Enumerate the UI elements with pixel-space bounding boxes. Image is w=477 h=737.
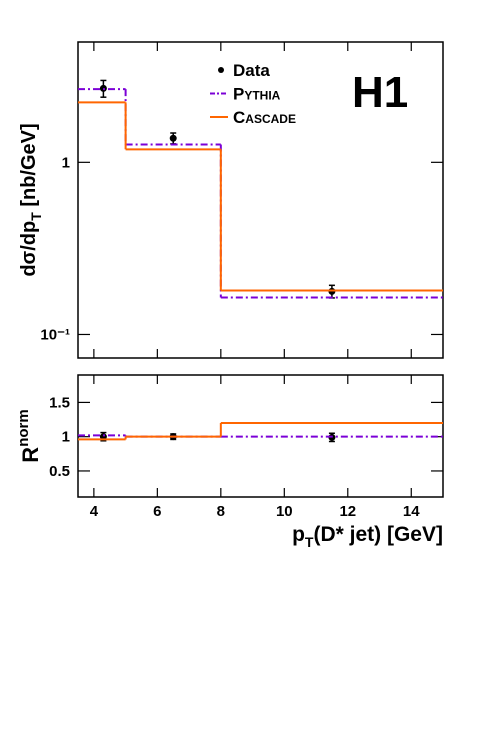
legend-label: Pythia bbox=[233, 85, 281, 104]
y-tick-label: 1 bbox=[62, 429, 70, 446]
y-axis-label: Rnorm bbox=[15, 409, 43, 462]
x-axis-label-part: (D* jet) [GeV] bbox=[313, 523, 443, 546]
y-axis-label-part: T bbox=[28, 212, 44, 221]
y-axis-label-part: R bbox=[18, 447, 43, 463]
y-tick-label: 10⁻¹ bbox=[40, 326, 70, 343]
legend-swatch bbox=[218, 67, 224, 73]
plot-frame bbox=[77, 41, 444, 359]
legend-label: Cascade bbox=[233, 108, 296, 127]
y-tick-label: 1.5 bbox=[49, 394, 70, 411]
x-axis-label-part: p bbox=[292, 523, 305, 546]
annotation: H1 bbox=[352, 68, 408, 117]
x-axis-label: pT(D* jet) [GeV] bbox=[292, 523, 443, 550]
data-point bbox=[169, 134, 177, 142]
x-tick-label: 4 bbox=[90, 503, 99, 520]
x-axis-label-part: T bbox=[305, 534, 314, 550]
y-axis-label: dσ/dpT [nb/GeV] bbox=[18, 123, 44, 276]
y-tick-label: 0.5 bbox=[49, 463, 70, 480]
x-tick-label: 14 bbox=[403, 503, 420, 520]
y-axis-label-part: norm bbox=[15, 409, 32, 447]
y-axis-label-part: dσ/dp bbox=[18, 221, 40, 277]
y-tick-label: 1 bbox=[62, 154, 70, 171]
x-tick-label: 8 bbox=[217, 503, 225, 520]
y-axis-label-part: [nb/GeV] bbox=[18, 123, 40, 212]
x-tick-label: 12 bbox=[339, 503, 356, 520]
x-tick-label: 10 bbox=[276, 503, 293, 520]
legend-label: Data bbox=[233, 61, 270, 80]
x-tick-label: 6 bbox=[153, 503, 161, 520]
